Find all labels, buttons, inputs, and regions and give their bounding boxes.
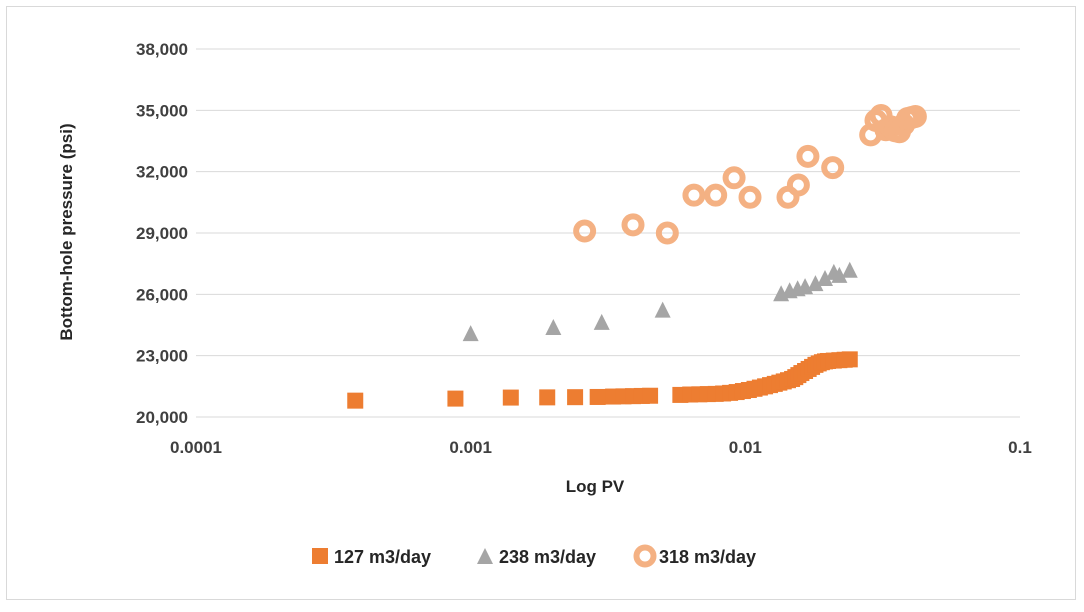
legend-marker-ring bbox=[633, 544, 657, 568]
data-point bbox=[796, 144, 820, 168]
x-tick-label: 0.1 bbox=[1008, 438, 1032, 457]
y-tick-label: 26,000 bbox=[136, 285, 188, 304]
legend: 127 m3/day 238 m3/day 318 m3/day bbox=[312, 544, 756, 568]
x-axis-title: Log PV bbox=[566, 477, 625, 496]
data-point bbox=[462, 325, 479, 342]
y-axis-title: Bottom-hole pressure (psi) bbox=[57, 123, 76, 340]
y-tick-label: 23,000 bbox=[136, 347, 188, 366]
data-point bbox=[593, 313, 610, 330]
data-point bbox=[655, 221, 679, 245]
y-tick-label: 35,000 bbox=[136, 101, 188, 120]
data-point bbox=[807, 275, 824, 292]
y-axis-tick-labels: 20,000 23,000 26,000 29,000 32,000 35,000 38,0… bbox=[136, 40, 188, 427]
data-point bbox=[539, 389, 556, 406]
legend-label: 127 m3/day bbox=[334, 547, 431, 567]
data-point bbox=[621, 213, 645, 237]
x-tick-label: 0.0001 bbox=[170, 438, 222, 457]
legend-item: 238 m3/day bbox=[477, 547, 596, 567]
y-tick-label: 20,000 bbox=[136, 408, 188, 427]
legend-marker-triangle bbox=[477, 548, 493, 564]
legend-marker-square bbox=[312, 548, 328, 564]
data-point bbox=[738, 185, 762, 209]
legend-item: 318 m3/day bbox=[633, 544, 756, 568]
data-point bbox=[704, 183, 728, 207]
data-point bbox=[816, 269, 833, 286]
data-point bbox=[786, 173, 810, 197]
data-point bbox=[722, 166, 746, 190]
x-tick-label: 0.001 bbox=[449, 438, 492, 457]
legend-label: 318 m3/day bbox=[659, 547, 756, 567]
data-point bbox=[573, 219, 597, 243]
data-point bbox=[831, 266, 848, 283]
data-point bbox=[545, 319, 562, 336]
data-point bbox=[841, 261, 858, 278]
data-point bbox=[654, 301, 671, 318]
data-series bbox=[347, 103, 927, 409]
data-point bbox=[821, 156, 845, 180]
legend-item: 127 m3/day bbox=[312, 547, 431, 567]
x-axis-tick-labels: 0.0001 0.001 0.01 0.1 bbox=[170, 438, 1032, 457]
legend-label: 238 m3/day bbox=[499, 547, 596, 567]
data-point bbox=[347, 392, 364, 409]
series-ring bbox=[573, 103, 927, 245]
data-point bbox=[682, 183, 706, 207]
series-triangle bbox=[462, 261, 858, 342]
y-tick-label: 29,000 bbox=[136, 224, 188, 243]
data-point bbox=[903, 104, 927, 128]
data-point bbox=[567, 389, 584, 406]
y-tick-label: 38,000 bbox=[136, 40, 188, 59]
grid-lines bbox=[196, 48, 1020, 418]
data-point bbox=[642, 387, 659, 404]
chart-frame bbox=[6, 6, 1076, 600]
data-point bbox=[447, 390, 464, 407]
data-point bbox=[502, 389, 519, 406]
y-tick-label: 32,000 bbox=[136, 163, 188, 182]
data-point bbox=[589, 388, 606, 405]
data-point bbox=[841, 351, 858, 368]
series-square bbox=[347, 351, 858, 409]
x-tick-label: 0.01 bbox=[729, 438, 762, 457]
